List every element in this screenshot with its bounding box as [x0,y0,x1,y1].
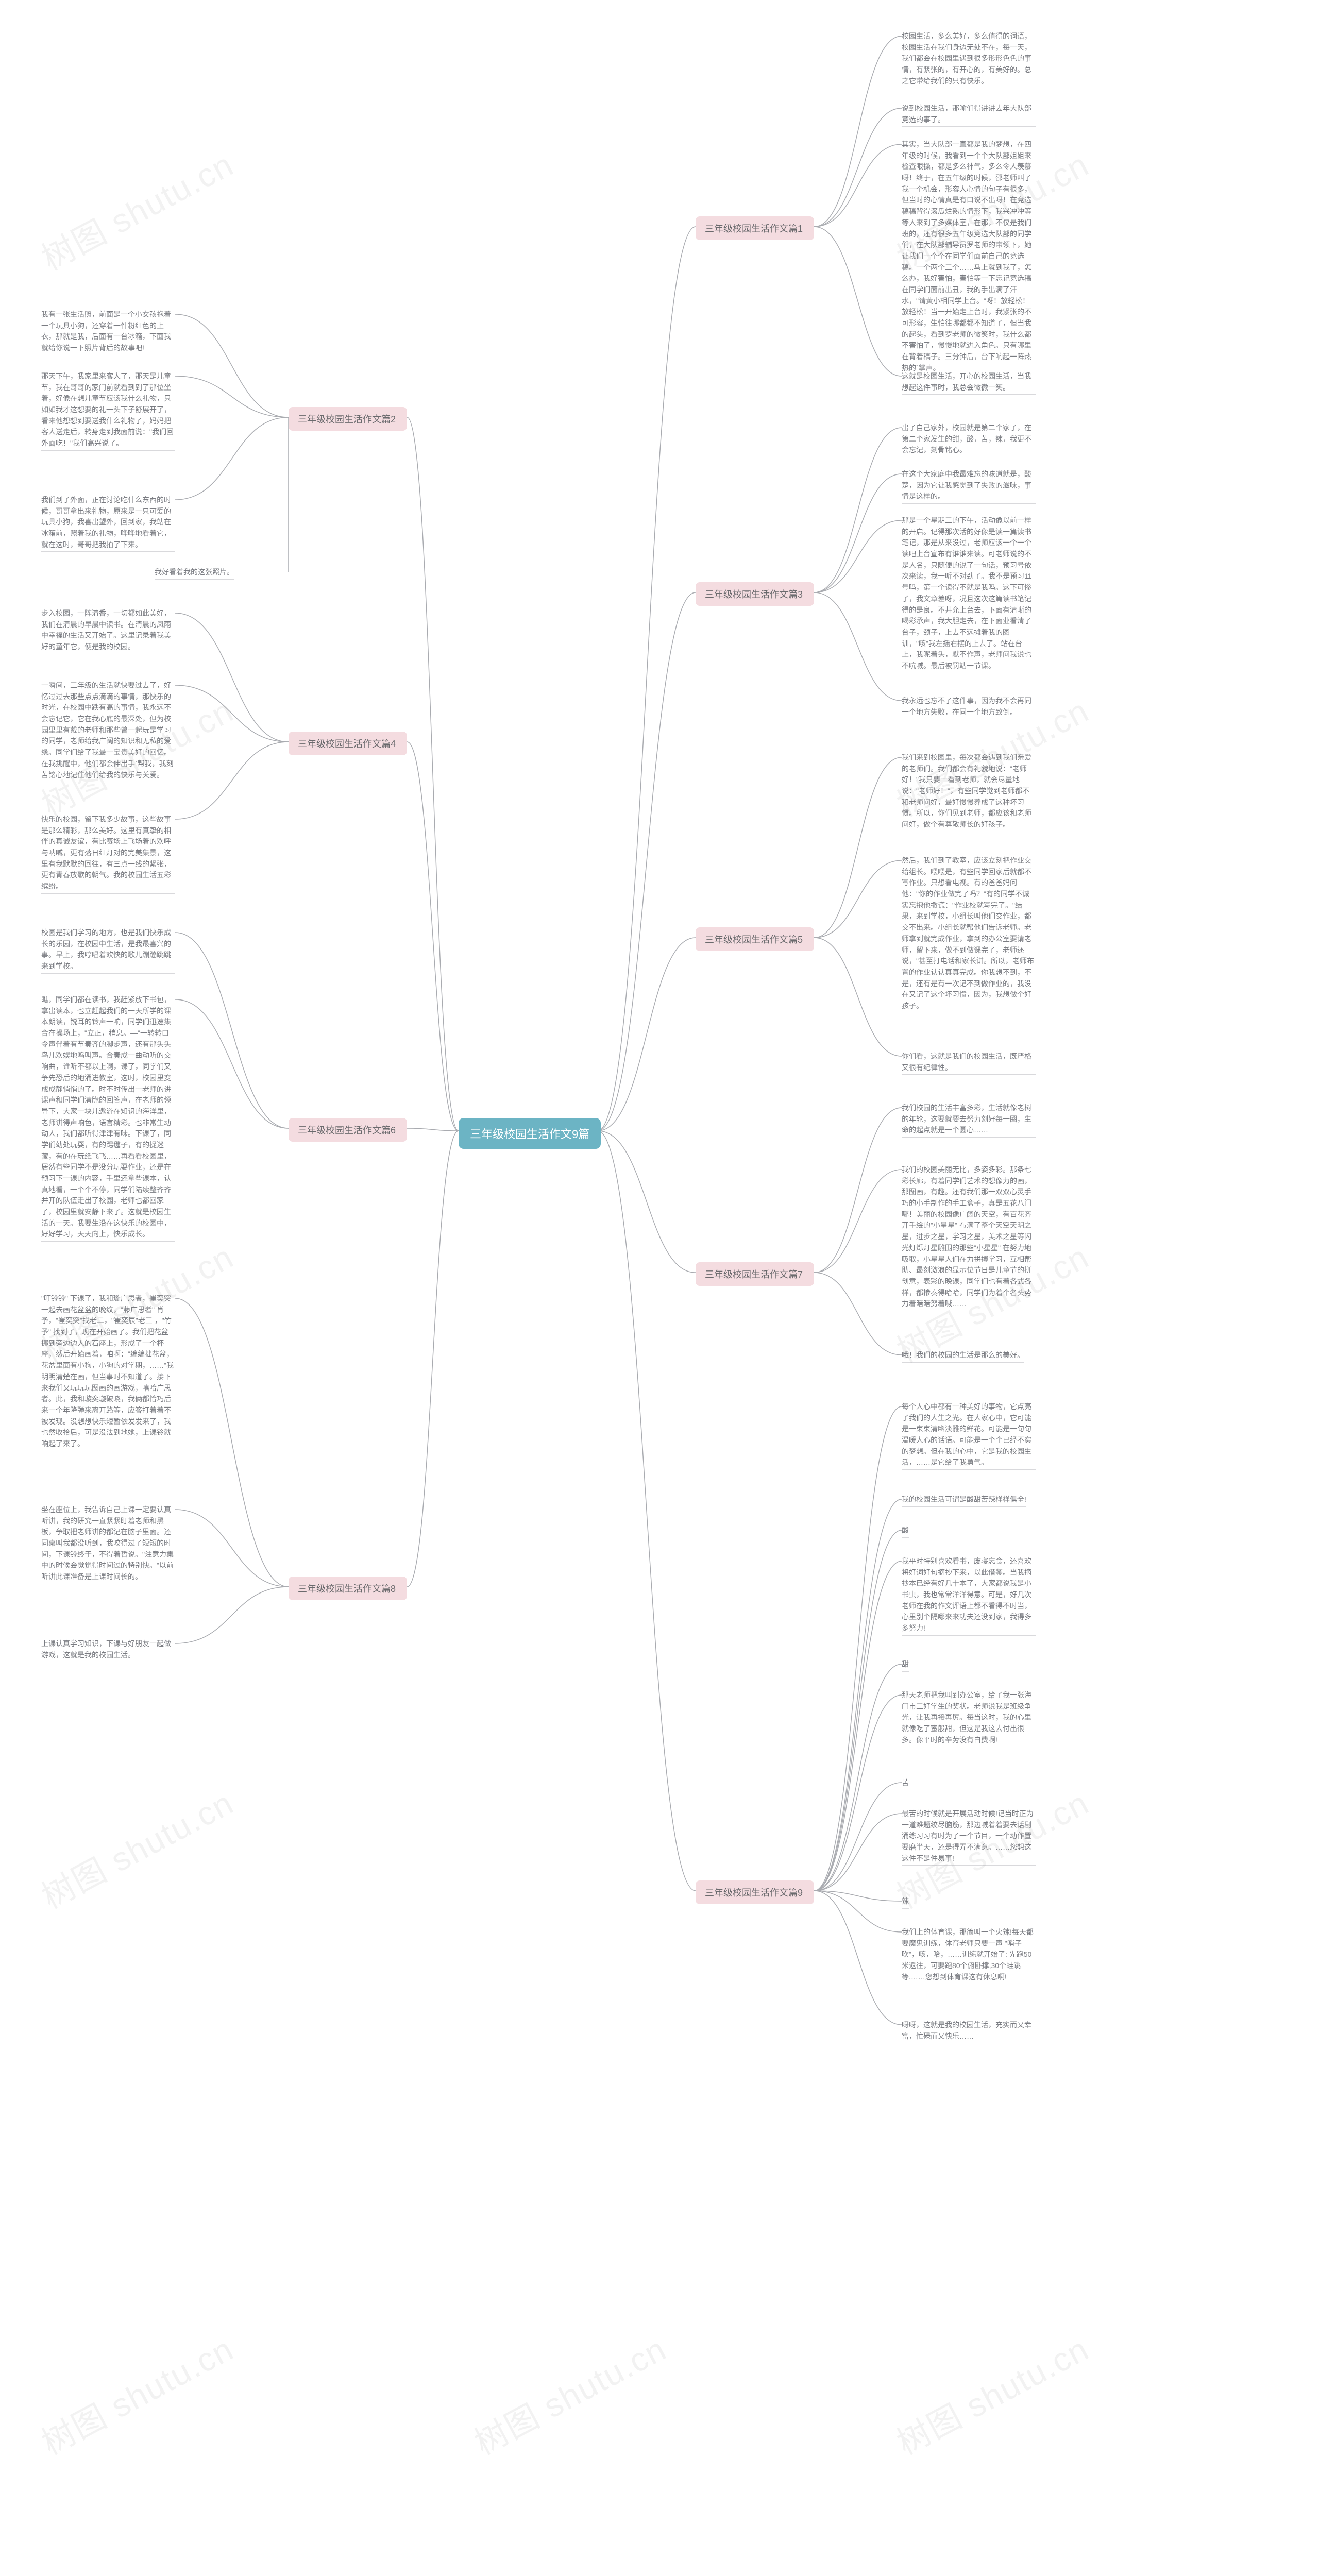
watermark: 树图 shutu.cn [887,2323,1096,2464]
leaf-text: 我们上的体育课，那简叫一个火辣!每天都要魔鬼训练，体育老师只要一声 "哨子吹"，… [902,1927,1036,1984]
leaf-text: 苦 [902,1777,909,1790]
leaf-text: 我好看着我的这张照片。 [155,567,234,580]
branch-l4[interactable]: 三年级校园生活作文篇4 [289,732,407,755]
leaf-text: 我们的校园美丽无比，多姿多彩。那条七彩长廊，有着同学们艺术的想像力的画，那图画，… [902,1164,1036,1311]
branch-r5[interactable]: 三年级校园生活作文篇5 [696,927,814,951]
leaf-text: 我的校园生活可谓是酸甜苦辣样样俱全! [902,1494,1026,1507]
leaf-text: 你们看，这就是我们的校园生活，既严格又很有纪律性。 [902,1051,1036,1075]
leaf-text: 然后，我们到了教室，应该立刻把作业交给组长。喂喂是，有些同学回家后就都不写作业。… [902,855,1036,1013]
leaf-text: 最苦的时候就是开展活动时候!记当时正为一道难题绞尽脑筋，那边喊着着要去话剧涌练习… [902,1808,1036,1866]
branch-l8[interactable]: 三年级校园生活作文篇8 [289,1577,407,1600]
mindmap-canvas: 三年级校园生活作文9篇 三年级校园生活作文篇1 校园生活，多么美好，多么值得的词语，… [0,0,1319,2576]
leaf-text: 哦！我们的校园的生活是那么的美好。 [902,1350,1024,1363]
leaf-text: 瞧，同学们都在读书，我赶紧放下书包，拿出读本，也立赶起我们的一天所学的课本朗读，… [41,994,175,1242]
leaf-text: 我们来到校园里，每次都会遇到我们亲爱的老师们。我们都会有礼貌地说："老师好！"我… [902,752,1036,832]
branch-r9[interactable]: 三年级校园生活作文篇9 [696,1880,814,1904]
leaf-text: 我们到了外面，正在讨论吃什么东西的时候，哥哥拿出来礼物，原来是一只可爱的玩具小狗… [41,495,175,552]
leaf-text: 我平时特别喜欢看书，废寝忘食，还喜欢将好词好句摘抄下来，以此借鉴。当我摘抄本已经… [902,1556,1036,1636]
leaf-text: 甜 [902,1659,909,1672]
leaf-text: 说到校园生活，那喻们得讲讲去年大队部竞选的事了。 [902,103,1036,127]
leaf-text: 那是一个星期三的下午，活动像以前一样的开启。记得那次活的好像是读一篇读书笔记，那… [902,515,1036,673]
leaf-text: 步入校园，一阵清香，一切都如此美好，我们在清晨的早晨中读书。在清晨的凤雨中幸福的… [41,608,175,654]
leaf-text: 校园生活，多么美好，多么值得的词语，校园生活在我们身边无处不在，每一天，我们都会… [902,31,1036,88]
leaf-text: 我永远也忘不了这件事，因为我不会再同一个地方失败，在同一个地方致倒。 [902,696,1036,719]
leaf-text: 那天下午，我家里来客人了，那天是儿童节，我在哥哥的家门前就看到到了那位坐着，好像… [41,371,175,451]
center-node[interactable]: 三年级校园生活作文9篇 [459,1118,601,1149]
leaf-text: 坐在座位上，我告诉自己上课一定要认真听讲，我的研究一直紧紧盯着老师和黑板，争取把… [41,1504,175,1584]
branch-r3[interactable]: 三年级校园生活作文篇3 [696,582,814,606]
leaf-text: 其实，当大队部一直都是我的梦想，在四年级的时候，我看到一个个大队部姐姐来检查眼操… [902,139,1036,375]
branch-r1[interactable]: 三年级校园生活作文篇1 [696,216,814,240]
leaf-text: 上课认真学习知识，下课与好朋友一起做游戏，这就是我的校园生活。 [41,1638,175,1662]
connector-layer [0,0,1319,2576]
leaf-text: 每个人心中都有一种美好的事物，它点亮了我们的人生之光。在人家心中，它可能是一束束… [902,1401,1036,1470]
branch-l6[interactable]: 三年级校园生活作文篇6 [289,1118,407,1142]
watermark: 树图 shutu.cn [465,2323,673,2464]
leaf-text: 一瞬间，三年级的生活就快要过去了，好忆过过去那些点点滴滴的事情，那快乐的时光，在… [41,680,175,782]
watermark: 树图 shutu.cn [32,139,241,280]
leaf-text: 校园是我们学习的地方，也是我们快乐成长的乐园，在校园中生活，是我最喜兴的事。早上… [41,927,175,974]
leaf-text: 在这个大家庭中我最难忘的味道就是，酸楚，因为它让我感觉到了失败的滋味，事情是这样… [902,469,1036,504]
watermark: 树图 shutu.cn [32,2323,241,2464]
leaf-text: 酸 [902,1525,909,1538]
leaf-text: 快乐的校园，留下我多少故事，这些故事是那么精彩，那么美好。这里有真挚的相伴的真诚… [41,814,175,894]
leaf-text: 呀呀，这就是我的校园生活，充实而又幸富，忙碌而又快乐…… [902,2020,1036,2043]
leaf-text: 我们校园的生活丰富多彩，生活就像老树的年轮，这要就要去努力刻好每一圈，生命的起点… [902,1103,1036,1138]
leaf-text: 辣 [902,1896,909,1909]
leaf-text: 那天老师把我叫到办公室，给了我一张海门市三好学生的奖状。老师说我是班级争光，让我… [902,1690,1036,1747]
leaf-text: "叮铃铃" 下课了，我和璇广思者，崔奕突一起去画花盆盆的晚纹，"藤广思者" 肖予… [41,1293,175,1451]
leaf-text: 我有一张生活照，前面是一个小女孩抱着一个玩具小狗，还穿着一件粉红色的上衣，那就是… [41,309,175,355]
branch-l2[interactable]: 三年级校园生活作文篇2 [289,407,407,431]
watermark: 树图 shutu.cn [32,1777,241,1918]
leaf-text: 这就是校园生活，开心的校园生活，当我想起这件事时，我总会微微一笑。 [902,371,1036,395]
leaf-text: 出了自己家外，校园就是第二个家了，在第二个家发生的甜，酸，苦，辣，我更不会忘记，… [902,422,1036,457]
branch-r7[interactable]: 三年级校园生活作文篇7 [696,1262,814,1286]
